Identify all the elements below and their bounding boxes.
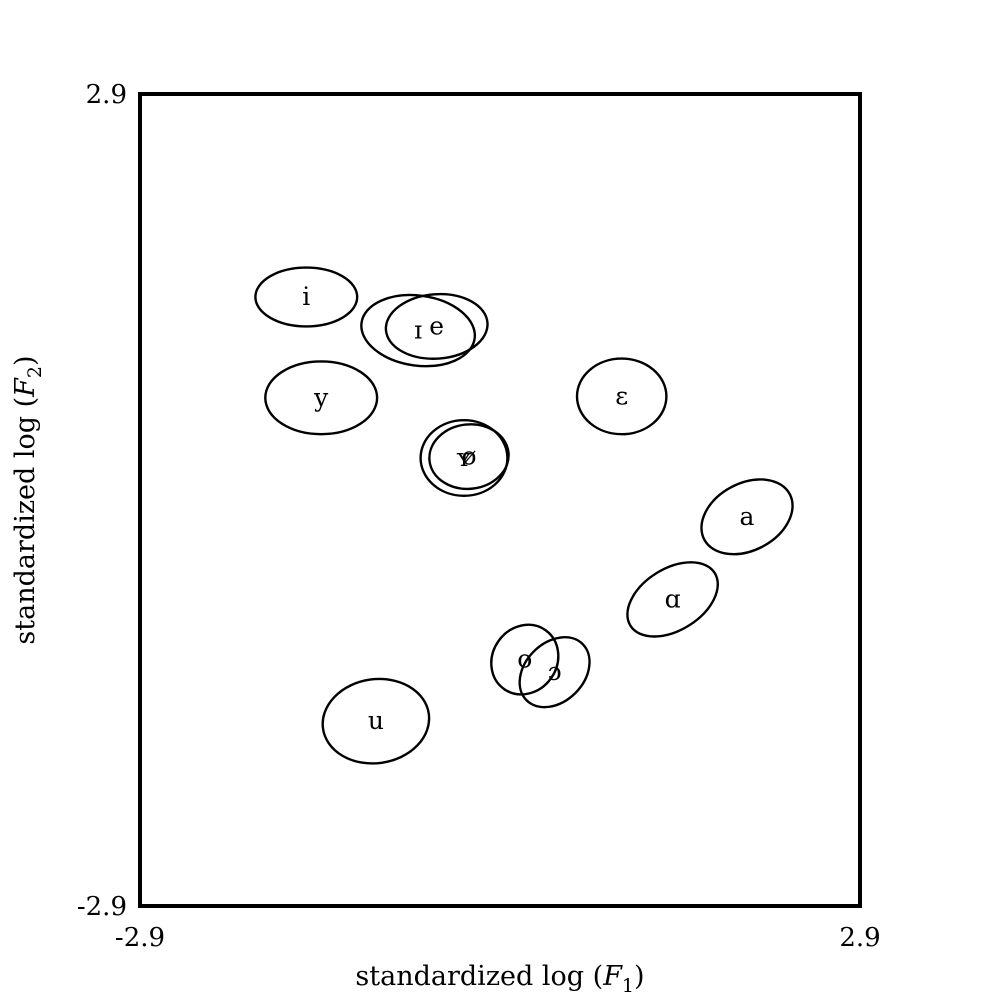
vowel-label-1: ɪ xyxy=(414,316,422,345)
vowel-ellipse-9 xyxy=(490,623,560,696)
vowel-ellipse-3 xyxy=(264,360,379,436)
x-axis-title: standardized log (F1) xyxy=(355,961,644,997)
vowel-label-5: ʏ xyxy=(456,443,472,472)
y-axis-title-var: F xyxy=(10,377,41,398)
x-axis-title-var: F xyxy=(602,961,623,992)
plot-frame xyxy=(138,92,862,908)
vowel-label-9: o xyxy=(517,645,532,674)
vowel-ellipse-7 xyxy=(700,478,794,556)
y-tick-label-max: 2.9 xyxy=(86,80,127,110)
vowel-ellipse-4 xyxy=(575,357,668,436)
x-axis-title-subscript: 1 xyxy=(622,975,634,997)
y-axis-title-prefix: standardized log ( xyxy=(10,397,41,645)
vowel-ellipse-0 xyxy=(254,266,359,328)
vowel-label-4: ɛ xyxy=(615,381,628,410)
vowel-ellipse-6 xyxy=(428,423,510,491)
vowel-ellipses: i ɪ e y ɛ ʏø a ɑ o ɔ u xyxy=(254,266,794,765)
x-axis-title-suffix: ) xyxy=(634,961,645,992)
vowel-label-7: a xyxy=(740,502,755,531)
vowel-label-3: y xyxy=(313,383,329,412)
vowel-ellipse-2 xyxy=(384,292,489,360)
y-axis-title: standardized log (F2) xyxy=(10,355,46,644)
vowel-label-11: u xyxy=(368,706,384,735)
y-axis-title-subscript: 2 xyxy=(24,366,46,378)
vowel-ellipse-11 xyxy=(321,677,431,765)
x-tick-label-max: 2.9 xyxy=(839,923,880,953)
vowel-label-0: i xyxy=(302,282,310,311)
x-tick-label-min: -2.9 xyxy=(115,923,165,953)
vowel-label-8: ɑ xyxy=(665,584,681,613)
y-tick-label-min: -2.9 xyxy=(77,892,127,922)
vowel-label-2: e xyxy=(429,311,444,340)
vowel-label-10: ɔ xyxy=(548,657,562,686)
vowel-ellipse-10 xyxy=(518,636,591,709)
vowel-label-6: ø xyxy=(461,442,476,471)
vowel-ellipse-8 xyxy=(626,561,719,638)
x-axis-title-prefix: standardized log ( xyxy=(355,961,603,992)
y-axis-title-suffix: ) xyxy=(10,355,41,366)
